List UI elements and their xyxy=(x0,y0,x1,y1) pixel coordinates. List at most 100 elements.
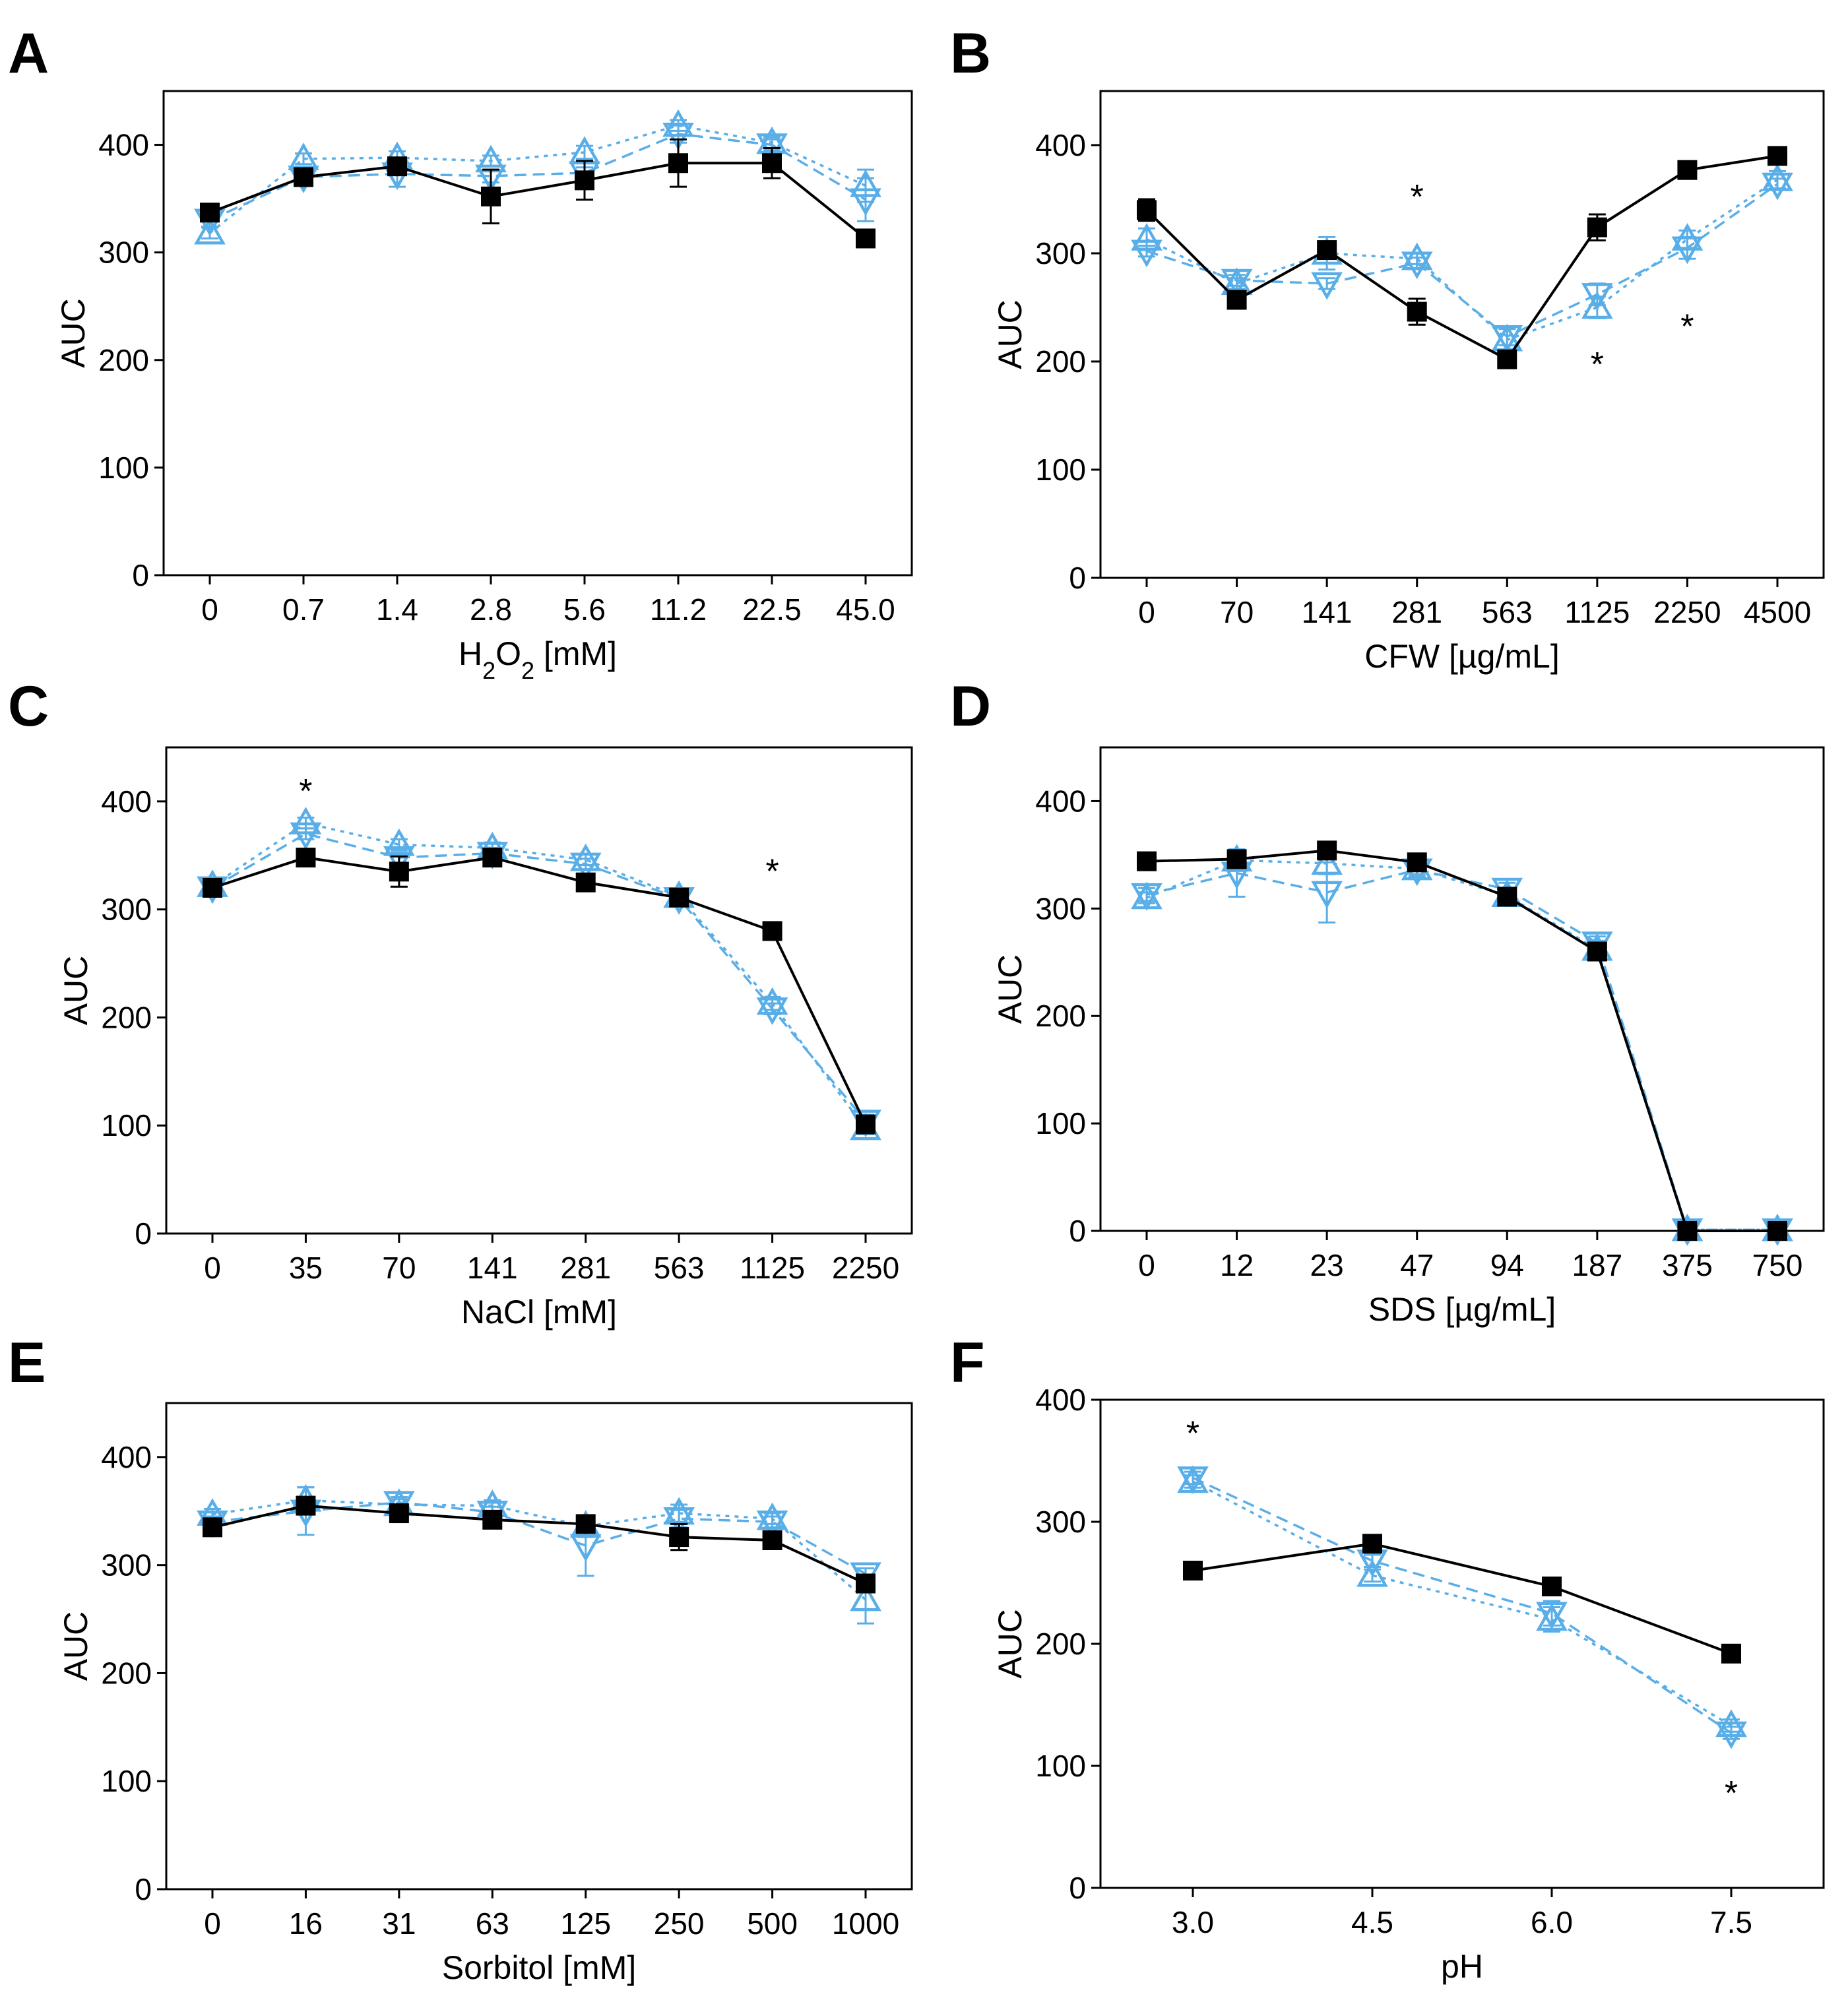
data-point xyxy=(1677,160,1698,180)
y-axis-title: AUC xyxy=(55,298,92,368)
y-tick-label: 200 xyxy=(1035,1627,1086,1661)
x-tick-label: 0.7 xyxy=(282,592,325,627)
x-tick-label: 63 xyxy=(476,1906,509,1941)
x-tick-label: 0 xyxy=(204,1251,221,1285)
panel-a: A 0 100 200 300 400 0 0.7 1.4 2.8 5.6 11.2 22.5 45.0 A… xyxy=(8,22,913,684)
data-point xyxy=(1497,349,1517,369)
y-tick-label: 300 xyxy=(98,235,149,270)
x-axis-title-part: [mM] xyxy=(534,635,617,672)
data-point xyxy=(575,872,596,892)
data-point xyxy=(1497,887,1517,907)
series-series_black_squares xyxy=(200,138,876,249)
x-axis-title: H2O2 [mM] xyxy=(459,635,617,684)
x-tick-label: 0 xyxy=(1138,1248,1155,1282)
series-line xyxy=(212,832,867,1122)
data-point xyxy=(669,1527,689,1548)
x-tick-label: 5.6 xyxy=(563,592,606,627)
x-tick-label: 500 xyxy=(747,1906,798,1941)
significance-star: * xyxy=(1591,346,1604,384)
data-point xyxy=(200,203,220,223)
x-axis-title: pH xyxy=(1441,1948,1483,1985)
series-line xyxy=(212,1501,866,1575)
panel-letter-a: A xyxy=(8,22,49,85)
significance-star: * xyxy=(1411,178,1424,216)
x-tick-label: 563 xyxy=(1482,595,1533,629)
data-point xyxy=(1317,840,1337,861)
y-axis-title: AUC xyxy=(992,1609,1029,1679)
x-tick-label: 375 xyxy=(1662,1248,1713,1282)
y-tick-label: 100 xyxy=(98,451,149,485)
x-tick-label: 4.5 xyxy=(1351,1905,1393,1939)
panel-letter-e: E xyxy=(8,1331,46,1394)
data-point xyxy=(850,1583,881,1611)
x-axis-title: Sorbitol [mM] xyxy=(442,1949,637,1986)
data-point xyxy=(1401,242,1433,270)
data-point xyxy=(482,1509,503,1530)
data-point xyxy=(296,848,316,868)
y-tick-label: 0 xyxy=(1069,1214,1086,1248)
data-point xyxy=(1587,941,1607,962)
data-point xyxy=(575,170,594,191)
data-point xyxy=(1715,1709,1747,1737)
significance-star: * xyxy=(1680,308,1694,346)
x-axis-title: CFW [µg/mL] xyxy=(1364,638,1559,675)
y-tick-label: 0 xyxy=(132,558,149,592)
x-tick-label: 4500 xyxy=(1744,595,1811,629)
x-axis-title: SDS [µg/mL] xyxy=(1368,1291,1556,1328)
series-series_blue_triangle_up xyxy=(1177,1465,1747,1737)
data-point xyxy=(1311,881,1343,909)
data-point xyxy=(756,987,788,1015)
data-point xyxy=(856,1573,876,1594)
data-point xyxy=(762,1530,782,1550)
x-tick-label: 35 xyxy=(289,1251,323,1285)
x-tick-label: 11.2 xyxy=(650,592,707,627)
series-series_black_squares xyxy=(203,848,876,1135)
series-line xyxy=(1192,1542,1732,1655)
data-point xyxy=(662,109,694,137)
data-point xyxy=(1768,146,1787,166)
data-point xyxy=(756,1502,788,1530)
y-tick-label: 400 xyxy=(1035,128,1086,162)
x-tick-label: 141 xyxy=(1302,595,1353,629)
significance-star: * xyxy=(1186,1414,1199,1453)
data-point xyxy=(1311,847,1343,875)
plot-frame xyxy=(165,746,913,1235)
data-point xyxy=(194,216,226,245)
y-tick-label: 400 xyxy=(1035,1383,1086,1417)
y-tick-label: 300 xyxy=(101,1548,152,1582)
y-axis-title: AUC xyxy=(57,1611,94,1681)
significance-star: * xyxy=(299,772,312,811)
y-tick-label: 100 xyxy=(101,1764,152,1798)
x-tick-label: 281 xyxy=(560,1251,611,1285)
x-tick-label: 70 xyxy=(1220,595,1254,629)
series-line xyxy=(1192,1480,1732,1727)
series-series_black_squares xyxy=(1183,1534,1741,1664)
series-series_black_squares xyxy=(203,1495,876,1594)
y-tick-label: 0 xyxy=(135,1216,152,1251)
x-tick-label: 6.0 xyxy=(1531,1905,1573,1939)
x-tick-label: 16 xyxy=(289,1906,323,1941)
panel-e: E 0 100 200 300 400 0 16 31 63 125 250 500 1000 AUC Sor… xyxy=(8,1331,913,1986)
x-tick-label: 250 xyxy=(654,1906,705,1941)
x-tick-label: 1000 xyxy=(832,1906,899,1941)
x-tick-label: 2250 xyxy=(1653,595,1721,629)
x-tick-label: 2.8 xyxy=(470,592,512,627)
data-point xyxy=(389,1503,409,1524)
data-point xyxy=(1137,200,1157,220)
x-tick-label: 70 xyxy=(382,1251,416,1285)
panel-c: C 0 100 200 300 400 0 35 70 141 281 563 1125 2250 AUC N… xyxy=(8,675,913,1330)
plot-frame xyxy=(1099,90,1825,579)
y-tick-label: 400 xyxy=(1035,784,1086,818)
data-point xyxy=(762,153,782,173)
x-tick-label: 47 xyxy=(1400,1248,1434,1282)
y-axis-title: AUC xyxy=(992,299,1029,369)
panel-d: D 0 100 200 300 400 0 12 23 47 94 187 375 750 AUC SDS [… xyxy=(950,675,1825,1328)
series-line xyxy=(1146,849,1777,1232)
y-tick-label: 400 xyxy=(98,128,149,162)
y-tick-label: 400 xyxy=(101,784,152,819)
y-tick-label: 100 xyxy=(1035,453,1086,487)
x-tick-label: 12 xyxy=(1220,1248,1254,1282)
series-line xyxy=(209,162,867,240)
